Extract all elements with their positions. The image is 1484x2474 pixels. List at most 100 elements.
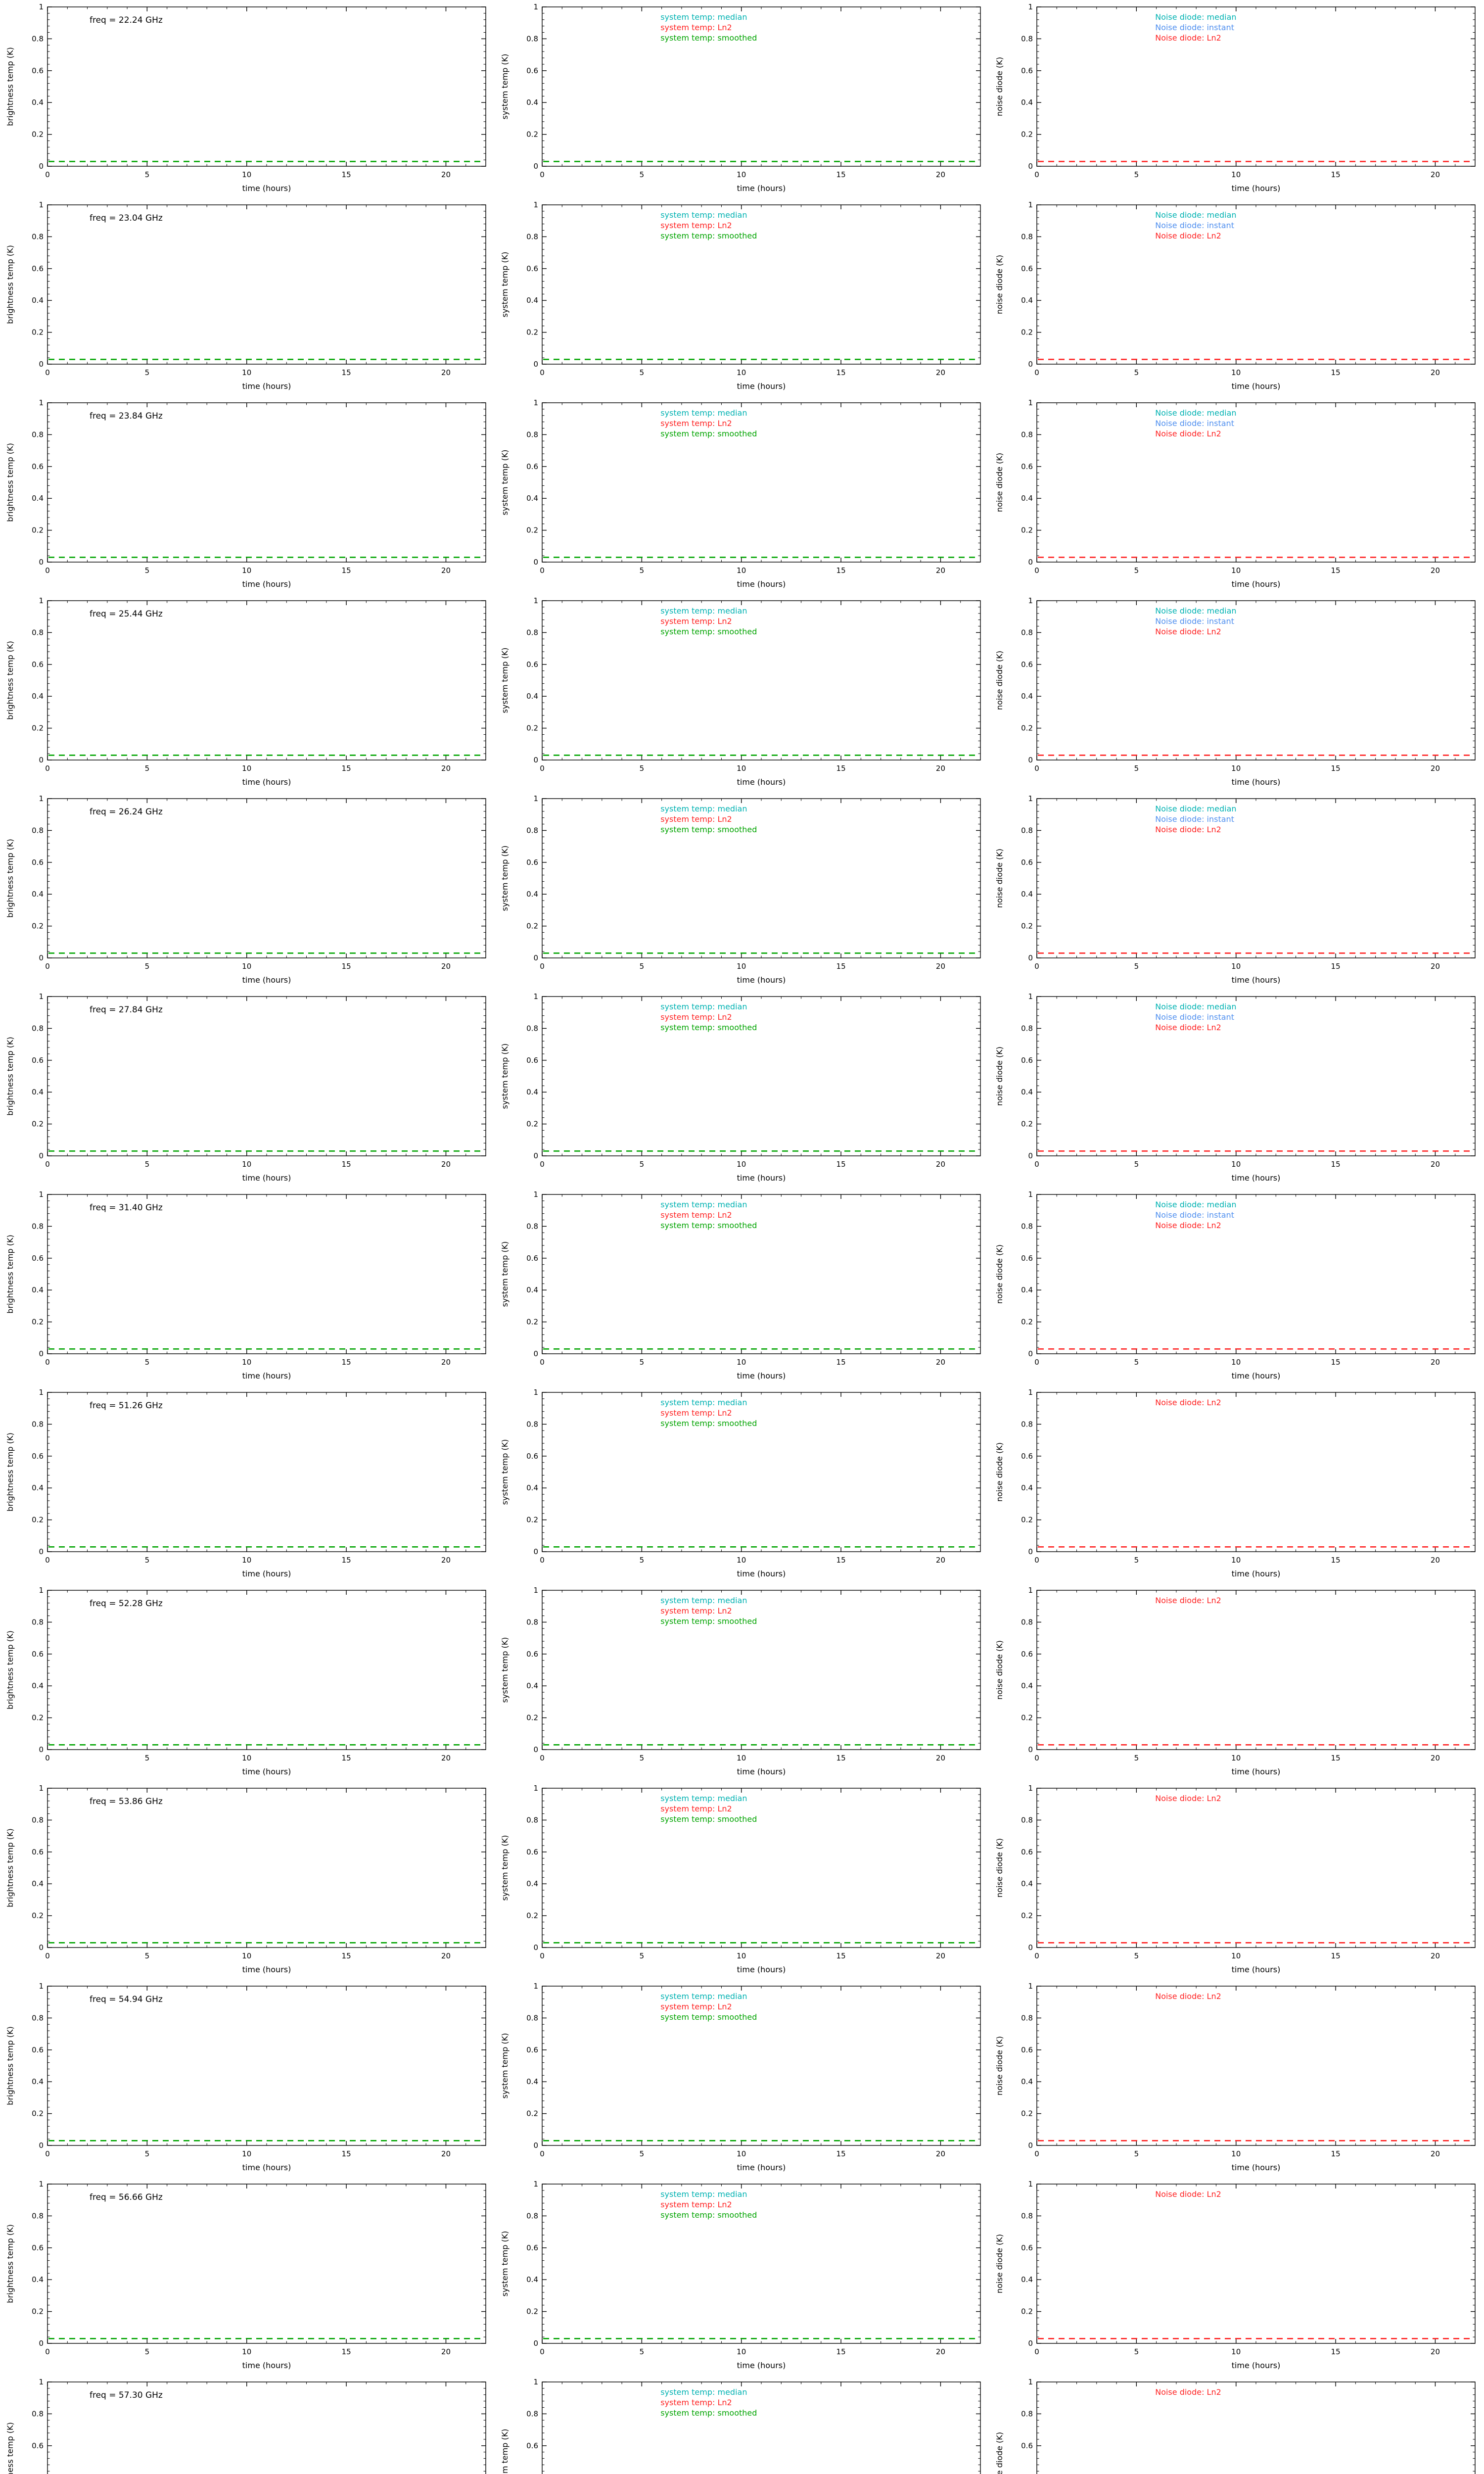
- x-tick-label: 10: [1231, 170, 1241, 179]
- x-tick-label: 20: [936, 2149, 945, 2158]
- legend-entry: system temp: smoothed: [660, 1023, 757, 1032]
- y-tick-label: 1: [533, 992, 538, 1001]
- x-tick-label: 5: [145, 962, 150, 971]
- freq-label: freq = 54.94 GHz: [90, 1995, 163, 2004]
- y-tick-label: 0.6: [526, 2441, 538, 2450]
- legend-entry: system temp: median: [660, 1200, 747, 1209]
- plot-frame: [542, 600, 981, 761]
- x-tick-label: 5: [640, 764, 645, 773]
- x-axis-label: time (hours): [1232, 777, 1281, 787]
- x-tick-label: 5: [145, 170, 150, 179]
- y-tick-label: 1: [39, 992, 44, 1001]
- x-tick-label: 5: [145, 1556, 150, 1565]
- x-tick-label: 20: [936, 1951, 945, 1960]
- y-axis-label: noise diode (K): [995, 1640, 1004, 1700]
- y-tick-label: 0.4: [526, 98, 538, 107]
- y-tick-label: 0: [1028, 2339, 1033, 2348]
- y-tick-label: 0.2: [1021, 2307, 1033, 2316]
- panel-r10-c2: 0 5 10 15 20 0 0.2 0.4 0.6 0.8 1 time (hours) system…: [495, 1781, 989, 1979]
- x-tick-label: 10: [242, 368, 251, 377]
- y-tick-label: 0.2: [32, 1318, 44, 1327]
- x-tick-label: 15: [342, 962, 351, 971]
- y-axis-label: system temp (K): [500, 2231, 510, 2297]
- y-tick-label: 0.6: [32, 1848, 44, 1856]
- y-axis-label: system temp (K): [500, 1439, 510, 1505]
- legend-entry: system temp: smoothed: [660, 1419, 757, 1428]
- x-axis-label: time (hours): [242, 1371, 291, 1380]
- legend-entry: system temp: smoothed: [660, 231, 757, 240]
- x-tick-label: 20: [936, 962, 945, 971]
- y-tick-label: 0.2: [32, 922, 44, 931]
- x-axis-label: time (hours): [737, 1965, 786, 1974]
- x-tick-label: 15: [836, 1358, 846, 1367]
- freq-label: freq = 26.24 GHz: [90, 807, 163, 817]
- plot-r7-c2: 0 5 10 15 20 0 0.2 0.4 0.6 0.8 1 time (hours) system…: [500, 1190, 981, 1380]
- y-tick-label: 1: [533, 1190, 538, 1199]
- y-axis-label: noise diode (K): [995, 651, 1004, 710]
- plot-frame: [542, 1392, 981, 1552]
- y-axis-label: system temp (K): [500, 1637, 510, 1703]
- y-tick-label: 0: [39, 1349, 44, 1358]
- y-tick-label: 1: [533, 1982, 538, 1991]
- panel-r3-c2: 0 5 10 15 20 0 0.2 0.4 0.6 0.8 1 time (hours) system…: [495, 396, 989, 594]
- panel-r12-c1: 0 5 10 15 20 0 0.2 0.4 0.6 0.8 1 time (hours) bright…: [0, 2177, 495, 2375]
- legend-entry: Noise diode: median: [1155, 606, 1236, 616]
- panel-r10-c1: 0 5 10 15 20 0 0.2 0.4 0.6 0.8 1 time (hours) bright…: [0, 1781, 495, 1979]
- panel-r11-c1: 0 5 10 15 20 0 0.2 0.4 0.6 0.8 1 time (hours) bright…: [0, 1979, 495, 2177]
- plot-frame: [1036, 2184, 1476, 2344]
- panel-r1-c3: 0 5 10 15 20 0 0.2 0.4 0.6 0.8 1 time (hours) noise …: [989, 0, 1484, 198]
- x-tick-label: 15: [836, 1754, 846, 1762]
- y-tick-label: 0: [1028, 756, 1033, 764]
- legend-entry: system temp: median: [660, 1596, 747, 1605]
- x-axis-label: time (hours): [242, 1965, 291, 1974]
- plot-frame: [542, 204, 981, 365]
- y-tick-label: 0.6: [32, 66, 44, 75]
- x-tick-label: 10: [737, 1160, 746, 1169]
- x-tick-label: 5: [145, 1754, 150, 1762]
- y-tick-label: 0.8: [32, 1815, 44, 1824]
- panel-r4-c3: 0 5 10 15 20 0 0.2 0.4 0.6 0.8 1 time (hours) noise …: [989, 594, 1484, 792]
- y-tick-label: 0.6: [526, 858, 538, 867]
- y-tick-label: 0: [533, 162, 538, 171]
- legend-entry: Noise diode: instant: [1155, 617, 1234, 626]
- x-tick-label: 15: [836, 566, 846, 575]
- plot-r11-c3: 0 5 10 15 20 0 0.2 0.4 0.6 0.8 1 time (hours) noise …: [995, 1982, 1476, 2172]
- x-tick-label: 10: [1231, 1951, 1241, 1960]
- plot-r2-c2: 0 5 10 15 20 0 0.2 0.4 0.6 0.8 1 time (hours) system…: [500, 200, 981, 391]
- y-tick-label: 1: [1028, 2180, 1033, 2189]
- x-tick-label: 10: [242, 1556, 251, 1565]
- freq-label: freq = 57.30 GHz: [90, 2390, 163, 2400]
- y-tick-label: 1: [39, 596, 44, 605]
- y-tick-label: 0.6: [526, 1254, 538, 1263]
- x-tick-label: 15: [342, 1754, 351, 1762]
- legend-entry: system temp: smoothed: [660, 2408, 757, 2418]
- y-tick-label: 0.4: [32, 296, 44, 305]
- x-axis-label: time (hours): [242, 579, 291, 589]
- y-tick-label: 1: [39, 1388, 44, 1397]
- x-tick-label: 0: [540, 368, 545, 377]
- x-tick-label: 0: [45, 962, 50, 971]
- plot-r9-c2: 0 5 10 15 20 0 0.2 0.4 0.6 0.8 1 time (hours) system…: [500, 1586, 981, 1776]
- y-tick-label: 0: [1028, 1745, 1033, 1754]
- y-axis-label: system temp (K): [500, 1835, 510, 1901]
- y-tick-label: 0.4: [526, 1088, 538, 1096]
- x-tick-label: 5: [640, 1358, 645, 1367]
- y-tick-label: 0.4: [526, 1681, 538, 1690]
- x-axis-label: time (hours): [737, 1371, 786, 1380]
- y-tick-label: 0.8: [32, 2211, 44, 2220]
- x-tick-label: 10: [737, 566, 746, 575]
- x-tick-label: 15: [342, 1951, 351, 1960]
- plot-frame: [542, 402, 981, 563]
- y-tick-label: 0.6: [32, 2441, 44, 2450]
- panel-r5-c1: 0 5 10 15 20 0 0.2 0.4 0.6 0.8 1 time (hours) bright…: [0, 792, 495, 990]
- x-tick-label: 20: [936, 1754, 945, 1762]
- y-tick-label: 0: [39, 1943, 44, 1952]
- y-tick-label: 0: [533, 1943, 538, 1952]
- y-tick-label: 0.6: [32, 462, 44, 471]
- panel-r3-c1: 0 5 10 15 20 0 0.2 0.4 0.6 0.8 1 time (hours) bright…: [0, 396, 495, 594]
- plot-r2-c3: 0 5 10 15 20 0 0.2 0.4 0.6 0.8 1 time (hours) noise …: [995, 200, 1476, 391]
- plot-r7-c1: 0 5 10 15 20 0 0.2 0.4 0.6 0.8 1 time (hours) bright…: [5, 1190, 486, 1380]
- x-axis-label: time (hours): [737, 2361, 786, 2370]
- x-tick-label: 15: [1331, 566, 1341, 575]
